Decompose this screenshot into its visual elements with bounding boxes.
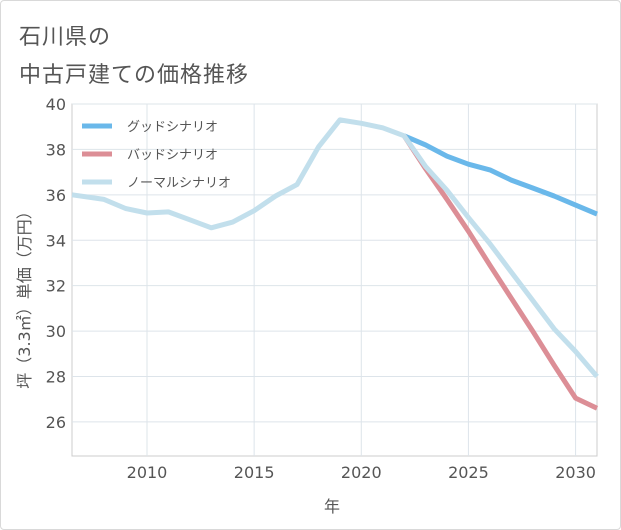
series-line-1	[402, 134, 599, 411]
y-tick-label-30: 30	[46, 322, 66, 341]
series-line-0	[403, 133, 598, 217]
y-tick-label-38: 38	[46, 140, 66, 159]
x-tick-label-2010: 2010	[127, 463, 168, 482]
x-tick-label-2015: 2015	[234, 463, 275, 482]
chart-title-line-1: 石川県の	[19, 25, 112, 50]
grid-lines	[72, 103, 597, 456]
x-tick-label-2030: 2030	[555, 463, 596, 482]
legend-label-1: バッドシナリオ	[127, 148, 218, 163]
y-tick-label-28: 28	[46, 368, 66, 387]
x-axis-label: 年	[324, 497, 340, 516]
series-line-2	[71, 117, 599, 379]
chart-title-line-2: 中古戸建ての価格推移	[19, 63, 250, 88]
x-axis-ticks: 2010 2015 2020 2025 2030	[127, 463, 596, 482]
y-tick-label-26: 26	[46, 413, 66, 432]
legend-label-2: ノーマルシナリオ	[127, 176, 231, 191]
y-axis-label: 坪（3.3㎡）単価（万円）	[15, 203, 34, 388]
plot-area	[71, 103, 598, 457]
y-tick-label-32: 32	[46, 277, 66, 296]
x-tick-label-2025: 2025	[448, 463, 489, 482]
series-lines	[71, 117, 599, 411]
y-tick-label-40: 40	[46, 95, 66, 114]
legend-label-0: グッドシナリオ	[127, 120, 218, 135]
y-axis-ticks: 26 28 30 32 34 36 38 40	[46, 95, 66, 432]
y-tick-label-34: 34	[46, 231, 66, 250]
y-tick-label-36: 36	[46, 186, 66, 205]
x-tick-label-2020: 2020	[341, 463, 382, 482]
